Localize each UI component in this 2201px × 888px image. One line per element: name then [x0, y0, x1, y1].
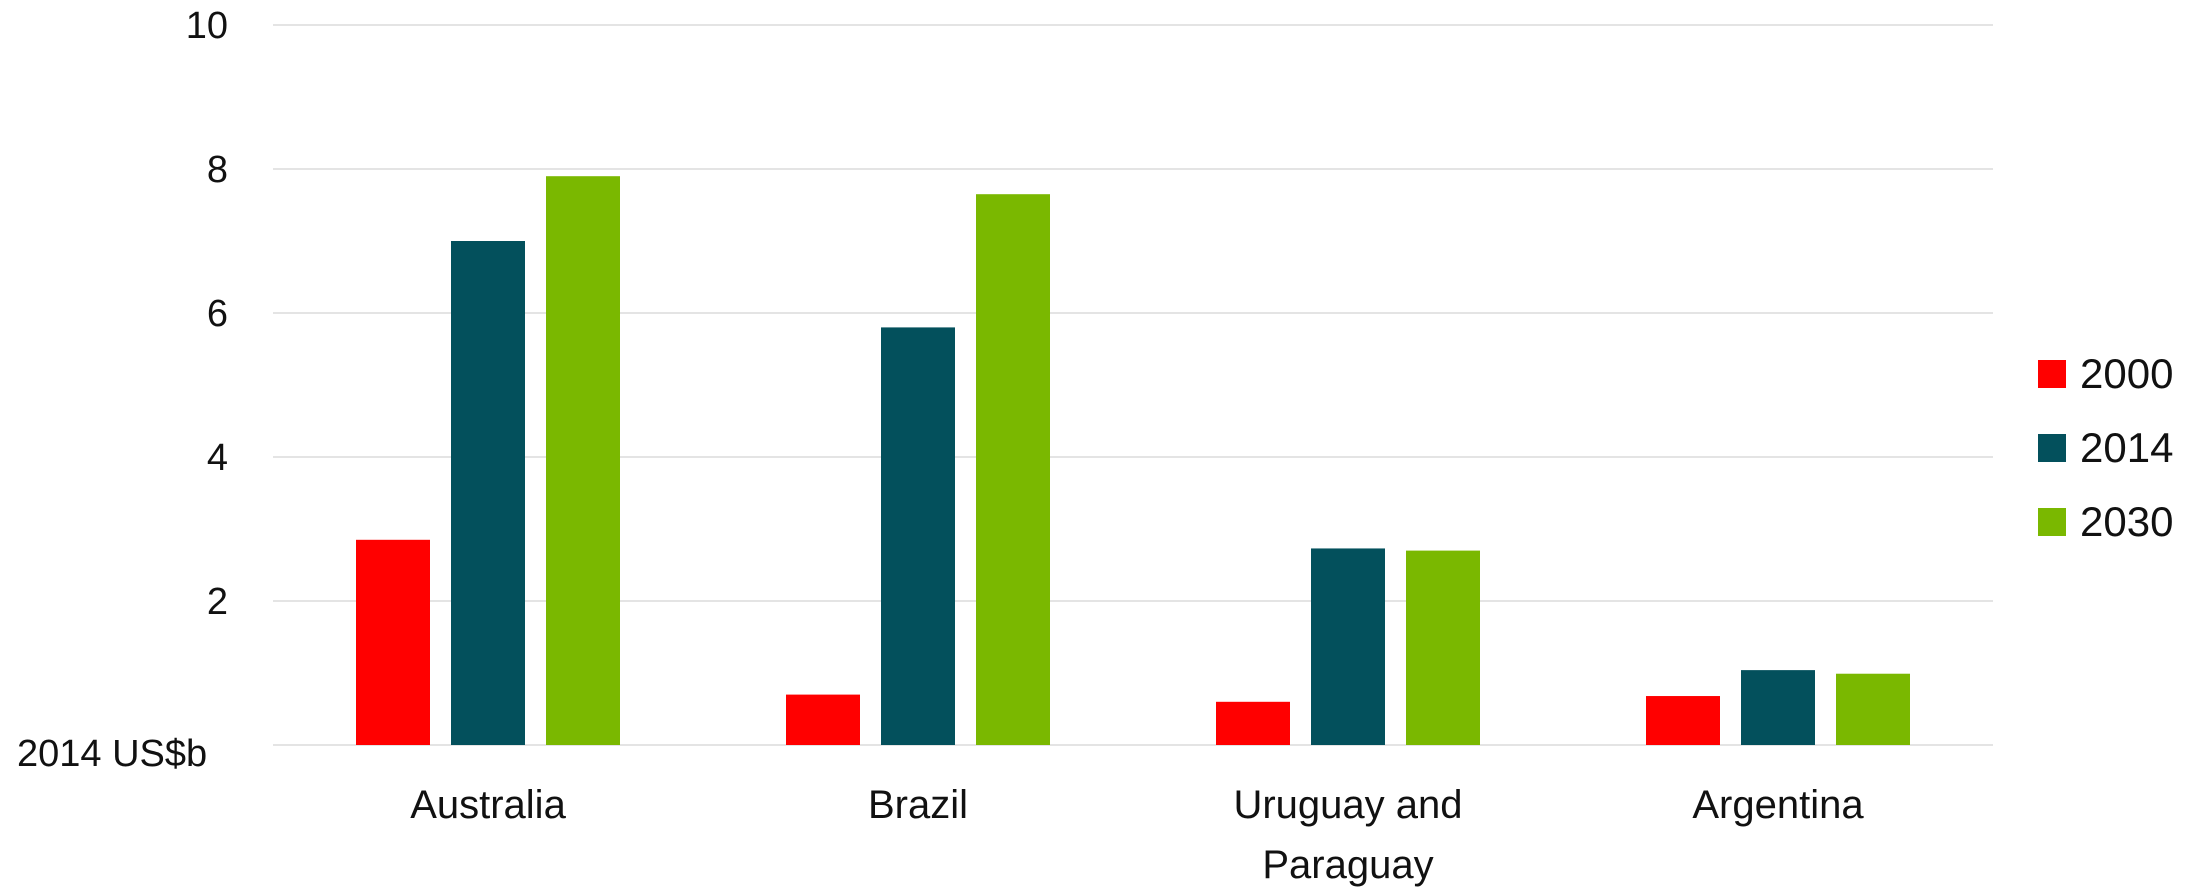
bar-2030-brazil: [976, 194, 1050, 745]
bar-2014-uruguay-and-paraguay: [1311, 548, 1385, 745]
x-category-label-line: Australia: [410, 783, 566, 827]
bar-2000-argentina: [1646, 696, 1720, 745]
bar-2030-uruguay-and-paraguay: [1406, 550, 1480, 745]
x-axis-labels: Australia Brazil Uruguay and Paraguay Argent…: [410, 783, 1864, 887]
bar-2030-australia: [546, 176, 620, 745]
legend-label: 2030: [2080, 498, 2173, 545]
x-category-label: Brazil: [868, 783, 968, 827]
legend-swatch: [2038, 508, 2066, 536]
bar-2014-australia: [451, 241, 525, 745]
bar-2000-uruguay-and-paraguay: [1216, 701, 1290, 745]
legend-swatch: [2038, 360, 2066, 388]
y-tick-label: 2: [207, 581, 228, 623]
legend-label: 2000: [2080, 350, 2173, 397]
bars: [356, 176, 1910, 745]
bar-2000-brazil: [786, 694, 860, 745]
x-category-label: Argentina: [1692, 783, 1864, 827]
y-tick-label: 8: [207, 149, 228, 191]
y-tick-label: 10: [186, 5, 228, 47]
y-axis-ticks: 2 4 6 8 10: [186, 5, 228, 623]
gridlines: [273, 24, 1993, 746]
bar-2000-australia: [356, 539, 430, 745]
bar-2030-argentina: [1836, 673, 1910, 745]
x-category-label-line: Uruguay and: [1233, 783, 1462, 827]
x-category-label: Uruguay and Paraguay: [1233, 783, 1462, 887]
bar-2014-argentina: [1741, 670, 1815, 745]
y-tick-label: 4: [207, 437, 228, 479]
bar-2014-brazil: [881, 327, 955, 745]
x-category-label: Australia: [410, 783, 566, 827]
legend-swatch: [2038, 434, 2066, 462]
legend: 2000 2014 2030: [2038, 350, 2173, 545]
x-category-label-line: Argentina: [1692, 783, 1864, 827]
y-tick-label: 6: [207, 293, 228, 335]
x-category-label-line: Brazil: [868, 783, 968, 827]
legend-label: 2014: [2080, 424, 2173, 471]
x-category-label-line: Paraguay: [1262, 843, 1433, 887]
y-axis-unit-label: 2014 US$b: [17, 733, 207, 775]
